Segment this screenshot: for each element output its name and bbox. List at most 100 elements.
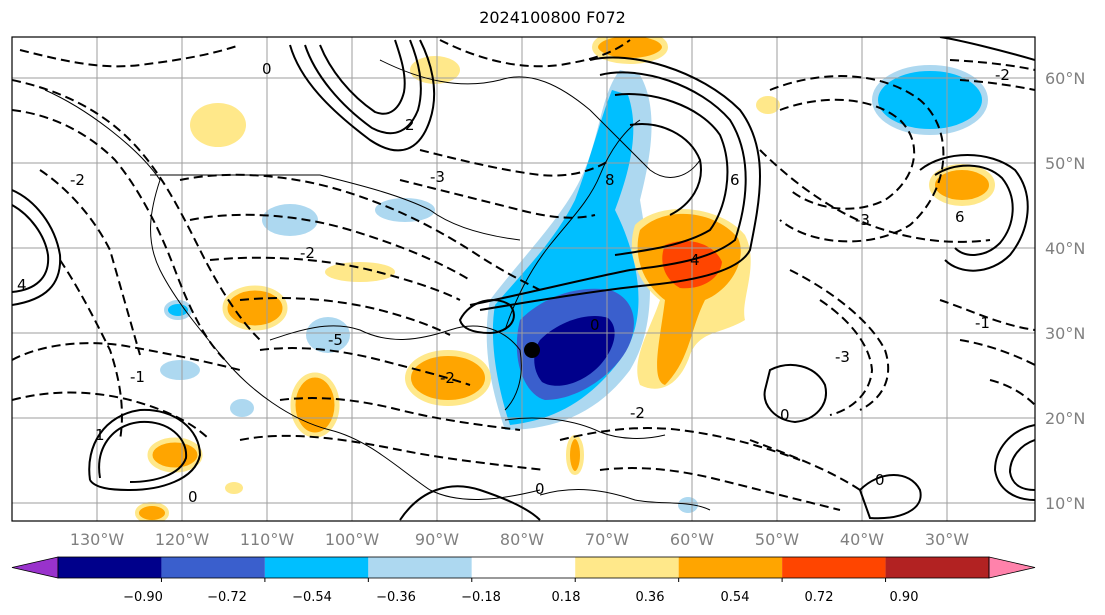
colorbar-swatch xyxy=(678,557,783,578)
contour-label: 0 xyxy=(262,60,272,78)
trough-atl-9 xyxy=(959,79,1035,91)
contour-label: 4 xyxy=(17,276,27,294)
us-border xyxy=(150,174,521,241)
contour-label: 6 xyxy=(955,208,965,226)
longitude-labels: 130°W 120°W 110°W 100°W 90°W 80°W 70°W 6… xyxy=(70,530,969,549)
trough-atl-4 xyxy=(789,269,890,411)
contour-label: -3 xyxy=(430,168,445,186)
gulf-loop xyxy=(458,299,515,335)
patch-yucatan-positive xyxy=(405,350,491,406)
atl-ridge-3 xyxy=(939,37,1035,61)
colorbar-tick-label: 0.36 xyxy=(636,590,665,605)
colorbar-swatch xyxy=(161,557,265,578)
colorbar-swatches xyxy=(11,556,1036,579)
patch-greenland-positive xyxy=(756,96,780,114)
atl-ridge-2 xyxy=(934,164,1014,256)
patch-lakes-negative xyxy=(375,198,435,222)
colorbar-swatch xyxy=(58,557,162,578)
patch-pacific-mx-positive xyxy=(290,372,340,438)
colorbar-tick-label: 0.72 xyxy=(805,590,834,605)
east-edge-low-2 xyxy=(1008,439,1035,491)
map-frame xyxy=(11,36,1036,522)
patch-epac2-negative xyxy=(164,300,192,320)
gulf-coast xyxy=(269,325,522,411)
contour-label: 0 xyxy=(188,488,198,506)
contour-label: -2 xyxy=(995,66,1010,84)
trough-south-3 xyxy=(749,439,861,491)
colorbar: −0.90 −0.72 −0.54 −0.36 −0.18 0.18 0.36 … xyxy=(11,556,1036,605)
colorbar-swatch xyxy=(471,557,576,578)
patch-northeast-positive xyxy=(592,37,668,64)
latitude-labels: 60°N 50°N 40°N 30°N 20°N 10°N xyxy=(1045,69,1085,513)
colorbar-swatch xyxy=(264,557,369,578)
contour-label: 2 xyxy=(405,116,415,134)
patch-caribbean-positive xyxy=(566,435,584,475)
lat-label: 10°N xyxy=(1045,494,1085,513)
shaded-fields xyxy=(135,37,995,521)
ridge-northeast-4 xyxy=(629,123,702,216)
south-america xyxy=(539,489,711,511)
trough-atl-7 xyxy=(959,339,1035,366)
east-coast xyxy=(504,119,641,331)
contour-label: 0 xyxy=(780,406,790,424)
colorbar-tick-label: 0.54 xyxy=(721,590,750,605)
patch-lesser-antilles xyxy=(678,497,698,513)
trough-5 xyxy=(12,342,241,371)
trough-1 xyxy=(12,79,261,341)
lon-label: 110°W xyxy=(240,530,295,549)
contour-labels: 1 -1 0 4 -2 -2 -3 2 8 6 4 0 -2 -3 -2 6 0… xyxy=(17,60,1010,506)
patch-plains-negative xyxy=(262,204,318,236)
ridge-canada-2 xyxy=(304,39,422,135)
contour-label: 0 xyxy=(875,471,885,489)
contour-label: 8 xyxy=(605,171,615,189)
east-edge-low xyxy=(993,424,1035,501)
trough-15 xyxy=(439,39,631,68)
lon-label: 50°W xyxy=(755,530,799,549)
lon-label: 90°W xyxy=(415,530,459,549)
ridge-northeast-3 xyxy=(614,93,729,256)
contour-label: -2 xyxy=(300,244,315,262)
contour-label: 0 xyxy=(590,316,600,334)
solid-contours xyxy=(12,37,1035,521)
colorbar-tick-label: −0.36 xyxy=(376,590,416,605)
west-vortex xyxy=(12,189,62,306)
map-title: 2024100800 F072 xyxy=(479,8,626,27)
contour-label: -3 xyxy=(835,348,850,366)
contour-label: -2 xyxy=(440,369,455,387)
trough-7 xyxy=(179,173,541,291)
patch-cuba-positive xyxy=(225,482,243,494)
trough-south-2 xyxy=(599,467,841,511)
trough-11 xyxy=(259,347,471,386)
trough-4 xyxy=(59,259,123,441)
ridge-canada-3 xyxy=(319,39,406,115)
patch-gt-negative xyxy=(230,399,254,417)
atl-ridge xyxy=(919,154,1029,272)
lon-label: 70°W xyxy=(585,530,629,549)
colorbar-tick-label: −0.72 xyxy=(207,590,247,605)
contour-label: -1 xyxy=(975,314,990,332)
canada-coast xyxy=(379,59,701,178)
ridge-canada xyxy=(289,39,436,152)
lon-label: 30°W xyxy=(925,530,969,549)
trough-9 xyxy=(209,256,461,301)
mid-atlantic-low xyxy=(763,364,827,424)
trough-14 xyxy=(19,44,241,68)
trough-13 xyxy=(239,434,546,471)
trough-2 xyxy=(12,109,226,361)
low-epac-2 xyxy=(98,420,188,483)
lon-label: 40°W xyxy=(840,530,884,549)
lon-label: 60°W xyxy=(670,530,714,549)
sw-atlantic-low xyxy=(858,474,922,520)
lon-label: 120°W xyxy=(155,530,210,549)
trough-3 xyxy=(39,169,141,356)
south-carib-low xyxy=(399,485,541,521)
patch-mexico-positive xyxy=(222,285,288,331)
lon-label: 130°W xyxy=(70,530,125,549)
ridge-northeast-2 xyxy=(469,71,747,306)
colorbar-border xyxy=(57,556,990,579)
contour-label: -3 xyxy=(855,211,870,229)
trough-6 xyxy=(12,391,211,441)
colorbar-tick-label: −0.18 xyxy=(461,590,501,605)
lon-label: 100°W xyxy=(325,530,380,549)
